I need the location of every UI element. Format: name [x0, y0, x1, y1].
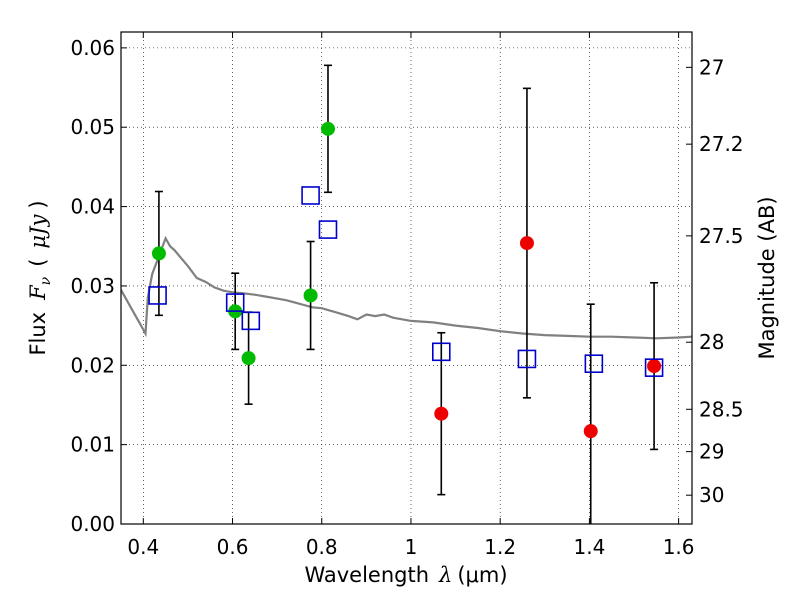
model-point	[148, 286, 167, 305]
y2-tick-label: 29	[699, 440, 724, 464]
data-point	[320, 121, 335, 136]
y-tick-label: 0.03	[70, 274, 115, 298]
data-point	[241, 351, 256, 366]
model-point	[517, 349, 537, 369]
data-point	[583, 424, 598, 439]
x-axis-label: Wavelength λ (μm)	[304, 563, 507, 587]
x-tick-label: 1.6	[663, 535, 695, 559]
data-point	[519, 236, 534, 251]
y2-tick-label: 27	[699, 55, 724, 79]
y2-tick-label: 28	[699, 330, 724, 354]
data-markers	[148, 121, 664, 439]
model-point	[318, 220, 338, 239]
x-tick-label: 0.4	[127, 535, 159, 559]
model-point	[584, 354, 604, 374]
plot-area	[121, 32, 692, 524]
y-tick-label: 0.04	[70, 195, 115, 219]
axis-ticks: 0.4 0.6 0.8 1 1.2 1.4 1.6 0.00 0.01 0.02 0.03 0.04 0…	[70, 32, 744, 559]
model-point	[301, 186, 320, 205]
x-tick-label: 0.6	[217, 535, 249, 559]
y-tick-label: 0.00	[70, 512, 115, 536]
plot-frame	[120, 31, 693, 525]
model-point	[241, 311, 261, 331]
y-tick-label: 0.01	[70, 433, 115, 457]
y2-tick-label: 28.5	[699, 397, 744, 421]
data-point	[647, 359, 662, 374]
model-point	[225, 293, 245, 312]
spectrum-line	[121, 235, 692, 340]
x-tick-label: 1.4	[573, 535, 605, 559]
y-tick-label: 0.05	[70, 115, 115, 139]
x-tick-label: 1.2	[484, 535, 516, 559]
y-tick-label: 0.02	[70, 353, 115, 377]
model-spectrum	[121, 235, 692, 340]
model-point	[644, 358, 664, 377]
y2-axis-label: Magnitude (AB)	[755, 196, 779, 359]
y2-tick-label: 27.5	[699, 224, 744, 248]
y-tick-label: 0.06	[70, 36, 115, 60]
y2-tick-label: 27.2	[699, 132, 744, 156]
y2-tick-label: 30	[699, 483, 724, 507]
data-point	[151, 246, 166, 261]
x-tick-label: 1	[405, 535, 418, 559]
model-point	[431, 342, 451, 362]
x-tick-label: 0.8	[306, 535, 338, 559]
data-point	[303, 288, 318, 303]
data-point	[434, 406, 449, 421]
y-axis-label: FluxFν(μJy)	[26, 200, 54, 355]
